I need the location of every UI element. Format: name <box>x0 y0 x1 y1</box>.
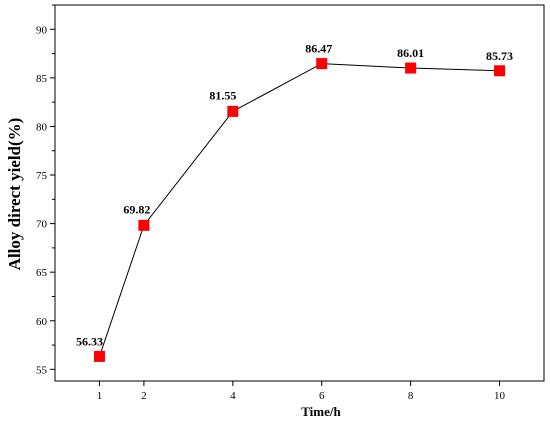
data-label-6: 86.47 <box>305 42 332 56</box>
y-tick-label-80: 80 <box>36 121 48 133</box>
data-point-6 <box>316 58 328 70</box>
data-point-8 <box>405 62 417 74</box>
data-label-10: 85.73 <box>486 49 513 63</box>
x-tick-label-4: 4 <box>230 390 236 402</box>
y-tick-label-75: 75 <box>36 170 48 182</box>
data-label-4: 81.55 <box>209 88 236 102</box>
x-tick-label-1: 1 <box>97 390 103 402</box>
data-point-2 <box>138 219 150 231</box>
data-point-1 <box>93 350 105 362</box>
y-tick-label-90: 90 <box>36 24 48 36</box>
series-line <box>98 63 500 357</box>
data-label-1: 56.33 <box>76 334 103 348</box>
x-axis-title: Time/h <box>301 404 341 419</box>
x-tick-label-8: 8 <box>408 390 414 402</box>
y-tick-label-55: 55 <box>36 364 48 376</box>
x-tick-label-2: 2 <box>141 390 147 402</box>
y-axis-title: Alloy direct yield(%) <box>5 118 24 271</box>
data-point-4 <box>227 105 239 117</box>
y-tick-label-70: 70 <box>36 219 48 231</box>
x-tick-label-6: 6 <box>319 390 325 402</box>
data-label-2: 69.82 <box>123 202 150 216</box>
y-tick-label-60: 60 <box>36 316 48 328</box>
y-tick-label-65: 65 <box>36 267 48 279</box>
axes-group: 55 60 65 70 75 80 85 90 1 2 4 6 8 10 <box>36 4 545 402</box>
series-group: 56.33 69.82 81.55 86.47 86.01 85.73 <box>76 42 513 362</box>
x-tick-label-10: 10 <box>494 390 506 402</box>
data-label-8: 86.01 <box>397 46 424 60</box>
plot-frame <box>54 4 545 382</box>
data-point-10 <box>494 65 506 77</box>
y-tick-label-85: 85 <box>36 73 48 85</box>
